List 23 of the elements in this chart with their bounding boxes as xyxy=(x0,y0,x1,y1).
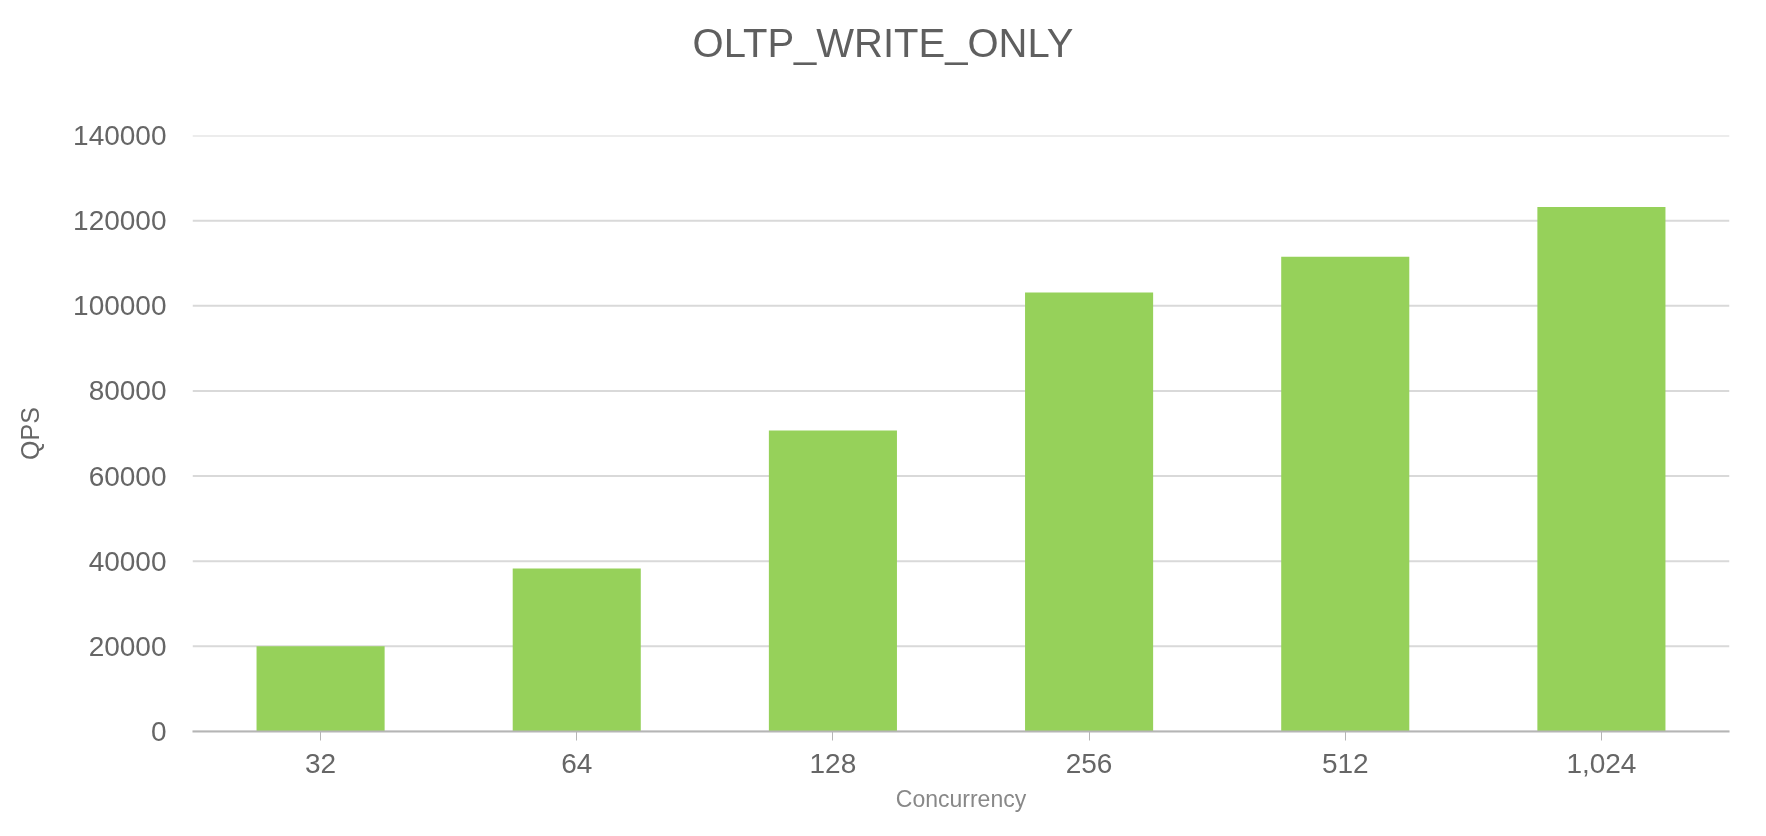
y-tick-label: 120000 xyxy=(73,205,167,237)
y-tick-label: 140000 xyxy=(73,120,167,151)
y-tick-label: 100000 xyxy=(73,290,167,322)
x-tick-label: 128 xyxy=(809,747,857,779)
x-tick-label: 1,024 xyxy=(1566,747,1637,779)
y-tick-label: 20000 xyxy=(88,630,167,662)
x-tick-label: 32 xyxy=(305,747,337,779)
y-axis-title: QPS xyxy=(16,407,45,460)
x-tick-label: 256 xyxy=(1065,747,1113,779)
y-tick-label: 60000 xyxy=(88,460,167,492)
bar xyxy=(768,430,897,732)
y-tick-label: 0 xyxy=(150,716,167,747)
chart-title: OLTP_WRITE_ONLY xyxy=(692,20,1074,67)
y-tick-label: 80000 xyxy=(88,375,167,407)
y-tick-label: 40000 xyxy=(88,545,167,577)
x-tick-label: 512 xyxy=(1321,747,1369,779)
x-tick-label: 64 xyxy=(561,747,593,779)
x-axis-title: Concurrency xyxy=(895,785,1027,812)
bar xyxy=(1537,207,1666,732)
bar xyxy=(512,568,641,732)
bar xyxy=(1025,292,1154,732)
bar xyxy=(1281,256,1410,732)
bar xyxy=(256,646,385,732)
